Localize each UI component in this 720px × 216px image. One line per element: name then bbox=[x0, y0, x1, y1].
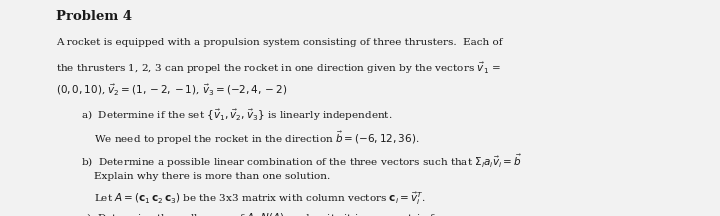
Text: b)  Determine a possible linear combination of the three vectors such that $\Sig: b) Determine a possible linear combinati… bbox=[81, 152, 521, 170]
Text: the thrusters 1, 2, 3 can propel the rocket in one direction given by the vector: the thrusters 1, 2, 3 can propel the roc… bbox=[56, 60, 501, 76]
Text: Explain why there is more than one solution.: Explain why there is more than one solut… bbox=[94, 172, 330, 181]
Text: c)  Determine the null space of $A$, $N(A)$, and write it in parametric form.: c) Determine the null space of $A$, $N(A… bbox=[81, 211, 458, 216]
Text: Problem 4: Problem 4 bbox=[56, 10, 132, 23]
Text: Let $A = (\mathbf{c}_1\, \mathbf{c}_2\, \mathbf{c}_3)$ be the 3x3 matrix with co: Let $A = (\mathbf{c}_1\, \mathbf{c}_2\, … bbox=[94, 191, 426, 207]
Text: A rocket is equipped with a propulsion system consisting of three thrusters.  Ea: A rocket is equipped with a propulsion s… bbox=[56, 38, 503, 47]
Text: a)  Determine if the set $\{\vec{v}_1, \vec{v}_2, \vec{v}_3\}$ is linearly indep: a) Determine if the set $\{\vec{v}_1, \v… bbox=[81, 108, 392, 124]
Text: $(0, 0, 10)$, $\vec{v}_2 = (1, -2, -1)$, $\vec{v}_3 = (-2, 4, -2)$: $(0, 0, 10)$, $\vec{v}_2 = (1, -2, -1)$,… bbox=[56, 83, 287, 98]
Text: We need to propel the rocket in the direction $\vec{b} = (-6, 12, 36)$.: We need to propel the rocket in the dire… bbox=[94, 130, 419, 147]
